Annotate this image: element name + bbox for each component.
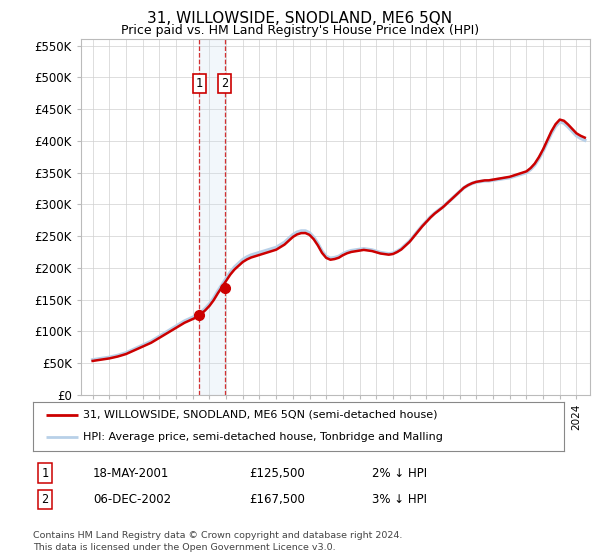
Text: Contains HM Land Registry data © Crown copyright and database right 2024.
This d: Contains HM Land Registry data © Crown c… <box>33 531 403 552</box>
Text: 2% ↓ HPI: 2% ↓ HPI <box>372 466 427 480</box>
Text: 1: 1 <box>196 77 203 90</box>
Text: Price paid vs. HM Land Registry's House Price Index (HPI): Price paid vs. HM Land Registry's House … <box>121 24 479 36</box>
Text: HPI: Average price, semi-detached house, Tonbridge and Malling: HPI: Average price, semi-detached house,… <box>83 432 443 442</box>
Text: 3% ↓ HPI: 3% ↓ HPI <box>372 493 427 506</box>
Bar <box>199 39 225 395</box>
Text: £167,500: £167,500 <box>249 493 305 506</box>
Text: 2: 2 <box>221 77 229 90</box>
Text: 06-DEC-2002: 06-DEC-2002 <box>93 493 171 506</box>
Text: £125,500: £125,500 <box>249 466 305 480</box>
Text: 31, WILLOWSIDE, SNODLAND, ME6 5QN: 31, WILLOWSIDE, SNODLAND, ME6 5QN <box>148 11 452 26</box>
Text: 31, WILLOWSIDE, SNODLAND, ME6 5QN (semi-detached house): 31, WILLOWSIDE, SNODLAND, ME6 5QN (semi-… <box>83 410 438 420</box>
Text: 18-MAY-2001: 18-MAY-2001 <box>93 466 169 480</box>
Text: 1: 1 <box>41 466 49 480</box>
Text: 2: 2 <box>41 493 49 506</box>
